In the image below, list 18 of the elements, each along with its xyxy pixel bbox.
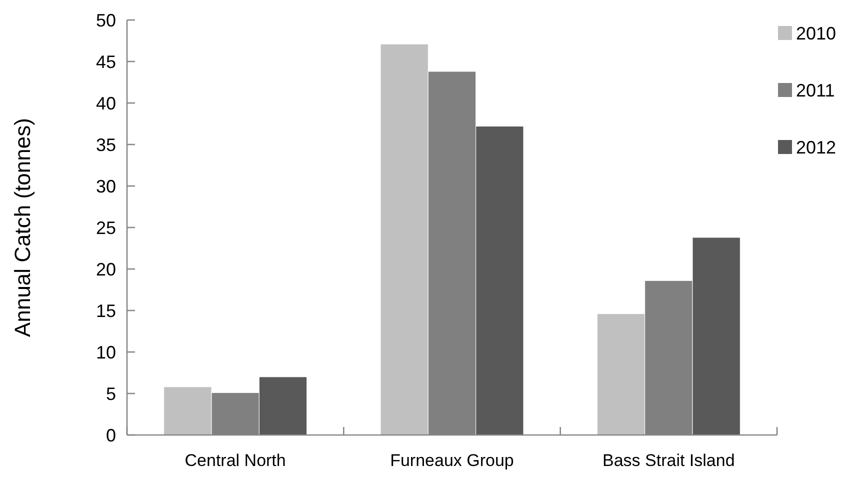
- y-tick-label: 20: [96, 259, 116, 280]
- y-tick-label: 40: [96, 93, 116, 114]
- y-tick-label: 10: [96, 342, 116, 362]
- x-tick-label: Furneaux Group: [390, 451, 514, 470]
- y-tick-label: 35: [96, 134, 116, 155]
- y-axis-title: Annual Catch (tonnes): [10, 118, 35, 337]
- y-tick-label: 15: [96, 300, 116, 321]
- legend-label: 2012: [796, 137, 836, 158]
- y-tick-label: 0: [106, 425, 116, 446]
- legend-label: 2011: [796, 80, 835, 100]
- y-tick-label: 25: [96, 218, 116, 238]
- x-tick-label: Bass Strait Island: [602, 451, 735, 470]
- x-tick-label: Central North: [184, 451, 286, 470]
- y-tick-label: 30: [96, 176, 116, 196]
- y-tick-label: 50: [96, 10, 116, 30]
- legend-label: 2010: [796, 23, 836, 44]
- y-tick-label: 5: [106, 384, 116, 404]
- y-tick-label: 45: [96, 52, 116, 72]
